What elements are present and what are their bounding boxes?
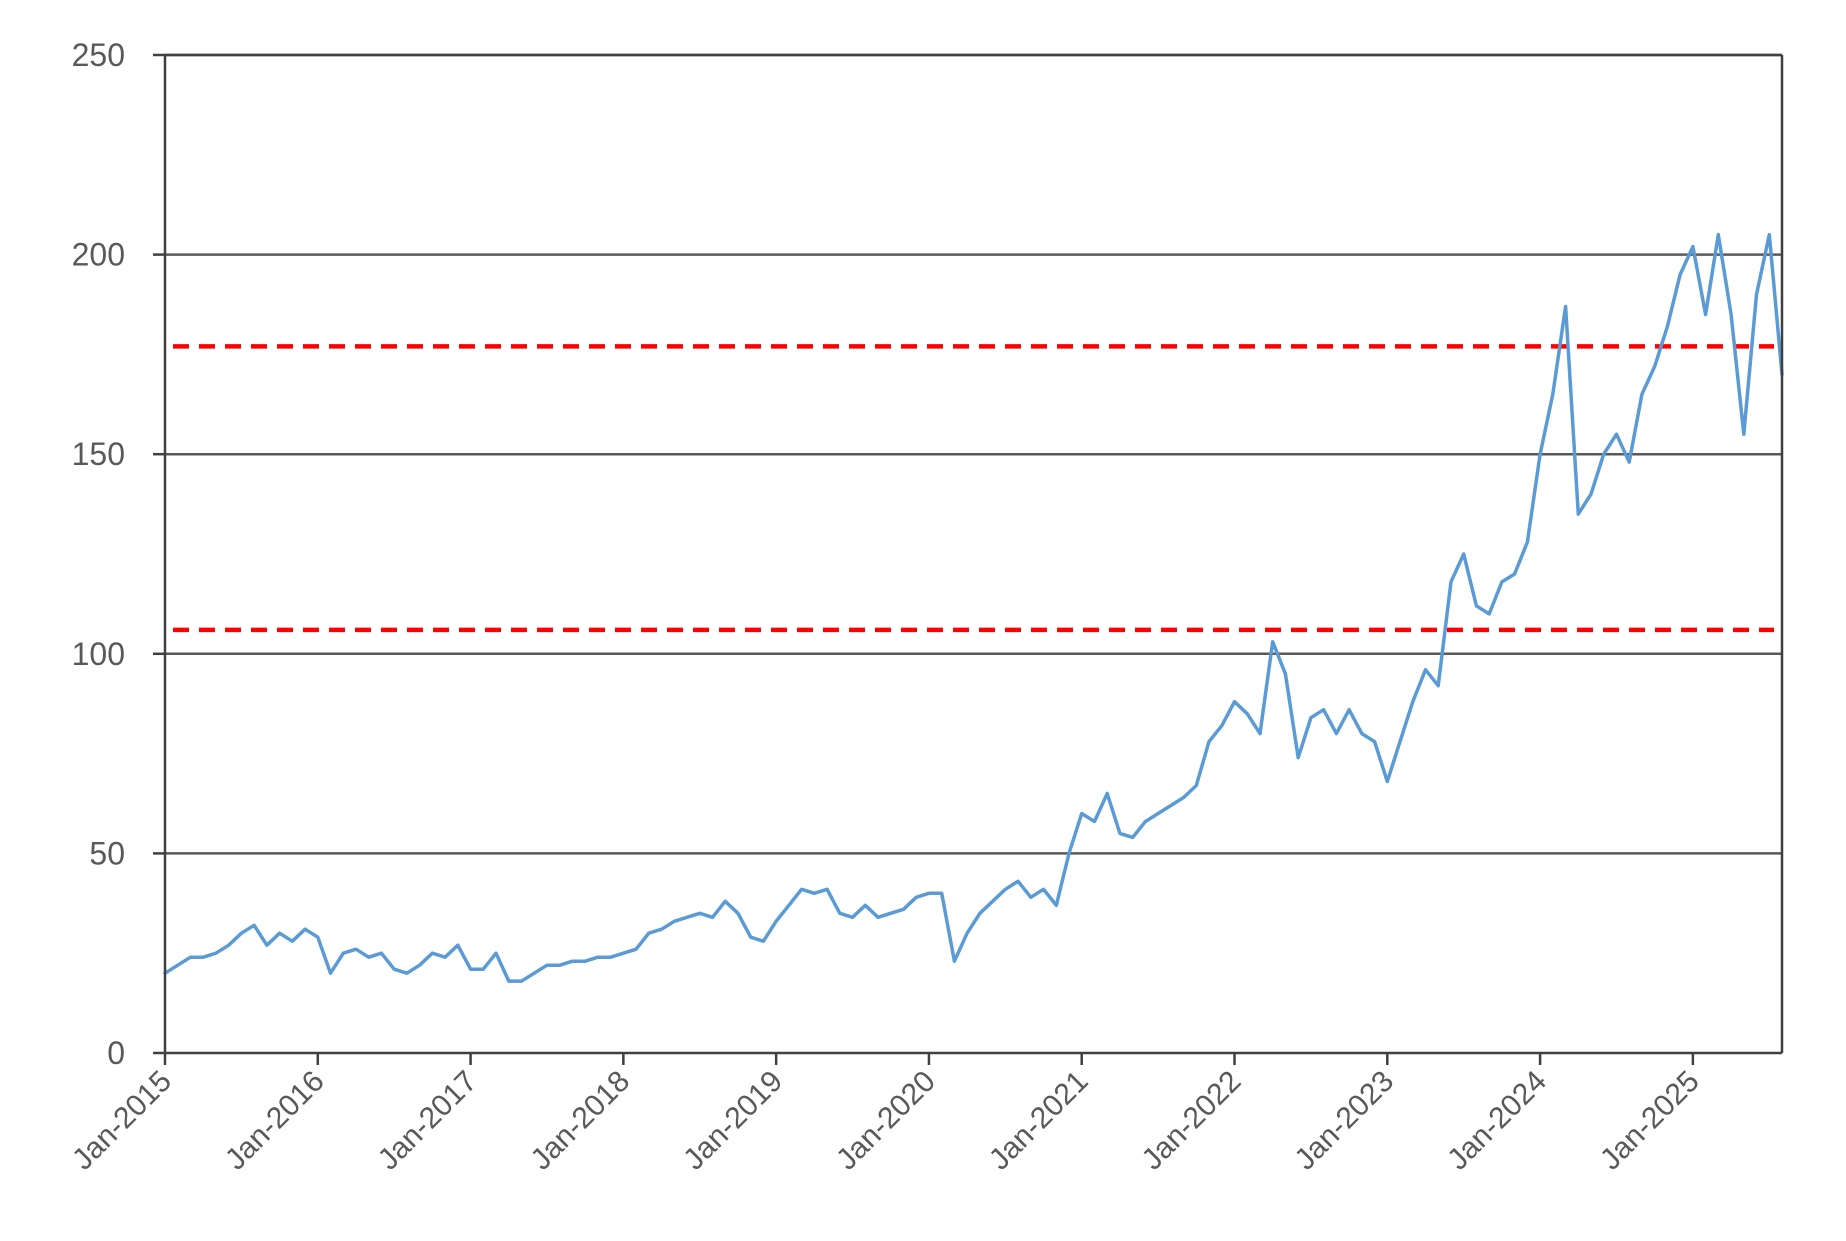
y-tick-label: 150 — [72, 436, 125, 472]
y-tick-label: 100 — [72, 636, 125, 672]
reference-lines — [173, 344, 1774, 633]
y-tick-label: 0 — [107, 1035, 125, 1071]
axes — [163, 53, 1784, 1055]
y-tick-label: 200 — [72, 237, 125, 273]
y-axis-ticks: 0 50 100 150 200 250 — [72, 37, 165, 1071]
series-layer — [163, 232, 1784, 983]
y-tick-label: 250 — [72, 37, 125, 73]
y-tick-label: 50 — [89, 835, 125, 871]
series-line — [163, 232, 1784, 983]
